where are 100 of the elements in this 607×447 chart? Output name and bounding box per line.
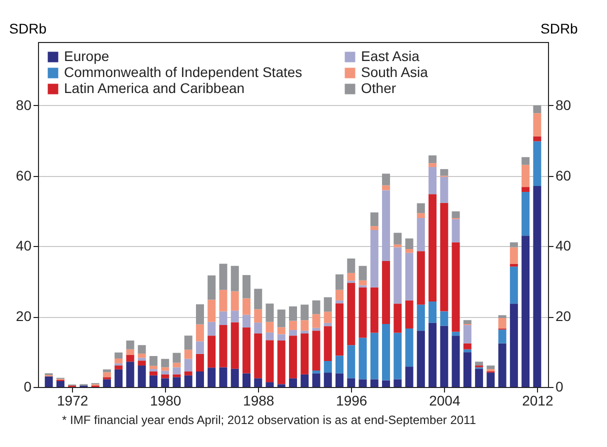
- bar: [510, 247, 518, 264]
- bar: [219, 290, 228, 312]
- bar: [428, 163, 437, 167]
- bar: [184, 375, 192, 387]
- bar: [219, 311, 228, 326]
- bar: [102, 372, 111, 378]
- bar: [149, 369, 158, 372]
- bar: [242, 275, 250, 298]
- bar: [533, 105, 542, 114]
- bar: [312, 373, 320, 387]
- bar: [440, 326, 448, 387]
- bar: [161, 358, 170, 368]
- bar: [347, 258, 356, 273]
- bar: [358, 379, 367, 387]
- bar: [44, 376, 53, 387]
- bar: [347, 282, 356, 346]
- bar: [358, 338, 367, 380]
- bar: [300, 320, 309, 331]
- bar: [230, 322, 239, 369]
- bar: [219, 367, 228, 387]
- bar: [266, 304, 274, 322]
- y2-tick-label: 0: [556, 378, 564, 394]
- bar: [56, 381, 64, 387]
- bar: [370, 212, 378, 226]
- bar: [161, 370, 170, 374]
- bar: [138, 360, 146, 366]
- bar: [172, 362, 181, 368]
- bar: [254, 322, 262, 334]
- bar: [358, 287, 367, 338]
- bar: [416, 330, 425, 387]
- y-tick-label: 0: [24, 378, 32, 394]
- bar: [149, 375, 158, 387]
- bar: [522, 236, 530, 387]
- bar: [254, 378, 262, 387]
- bar: [102, 379, 111, 387]
- y2-tick-label: 80: [556, 96, 572, 113]
- bar: [475, 368, 484, 387]
- bar: [452, 219, 460, 242]
- bar: [405, 300, 414, 329]
- bar: [440, 169, 448, 176]
- bar: [114, 369, 123, 387]
- bar: [126, 340, 134, 350]
- bar: [533, 136, 542, 142]
- bar: [277, 310, 286, 328]
- bar: [347, 345, 356, 378]
- bar: [475, 362, 484, 366]
- bar: [289, 320, 297, 330]
- bar: [114, 366, 123, 370]
- bar: [277, 384, 286, 387]
- bar: [172, 367, 181, 374]
- bar: [242, 314, 250, 328]
- bar: [242, 328, 250, 374]
- bar: [416, 218, 425, 252]
- bar: [370, 230, 378, 288]
- y-tick-label: 80: [16, 96, 32, 113]
- y-tick-label: 60: [16, 167, 32, 184]
- bar: [161, 367, 170, 371]
- bar: [266, 332, 274, 340]
- bar: [242, 373, 250, 387]
- x-tick-label: 2012: [522, 392, 554, 408]
- bar: [358, 266, 367, 280]
- bar: [230, 291, 239, 311]
- bar: [324, 360, 332, 373]
- bar: [394, 304, 402, 333]
- bar: [208, 336, 216, 368]
- x-tick-label: 1988: [243, 392, 274, 408]
- bar: [254, 309, 262, 323]
- bar: [336, 356, 344, 374]
- bar: [126, 354, 134, 362]
- bar: [498, 318, 506, 329]
- bar: [347, 378, 356, 387]
- bar: [126, 362, 134, 387]
- bar: [184, 358, 192, 372]
- bar: [312, 300, 320, 314]
- bar: [498, 343, 506, 387]
- bar: [522, 157, 530, 165]
- bar: [138, 354, 146, 358]
- bar: [382, 260, 390, 324]
- bar: [336, 373, 344, 387]
- bar: [300, 330, 309, 334]
- bar: [440, 202, 448, 312]
- bar: [324, 326, 332, 361]
- bar: [463, 325, 472, 344]
- bar: [138, 345, 146, 354]
- bar: [416, 304, 425, 331]
- bar: [533, 186, 542, 387]
- bar: [347, 272, 356, 281]
- bar: [184, 350, 192, 359]
- bar: [254, 288, 262, 310]
- bar: [161, 374, 170, 378]
- bar: [533, 113, 542, 136]
- legend-label: Latin America and Caribbean: [64, 80, 245, 96]
- bar: [149, 366, 158, 370]
- bar: [208, 368, 216, 387]
- bar: [440, 176, 448, 203]
- y2-tick-label: 60: [556, 167, 572, 184]
- bar: [370, 379, 378, 387]
- bar: [452, 336, 460, 387]
- bar: [184, 372, 192, 376]
- bar: [114, 352, 123, 358]
